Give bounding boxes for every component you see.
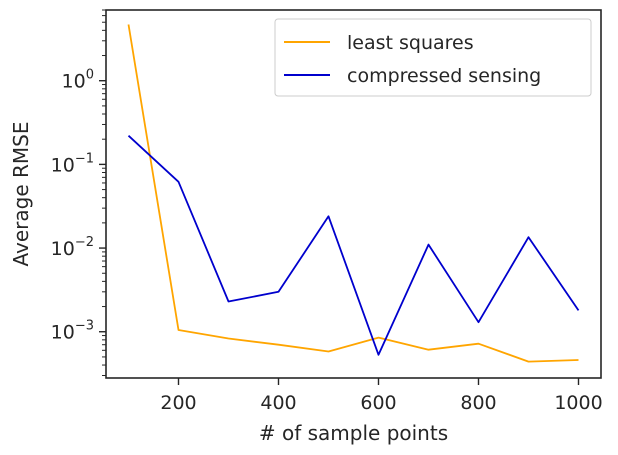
- x-tick-label: 1000: [554, 392, 602, 414]
- y-tick-base: 10: [62, 71, 86, 93]
- series-layer: [127, 24, 580, 363]
- x-axis-label: # of sample points: [259, 421, 448, 445]
- plot-frame: [105, 9, 602, 379]
- series-line-compressed-sensing: [127, 135, 580, 356]
- legend-box: [274, 18, 592, 97]
- x-tick-label: 400: [260, 392, 296, 414]
- y-tick-exponent: 0: [86, 68, 94, 83]
- y-tick-label: 10−1: [51, 151, 94, 176]
- x-axis-ticks: 200 400 600 800 1000: [160, 378, 603, 414]
- x-tick-label: 200: [160, 392, 196, 414]
- series-line-least-squares: [127, 24, 579, 363]
- y-tick-base: 10: [51, 238, 75, 260]
- y-tick-label: 10−2: [51, 235, 94, 260]
- y-axis-label: Average RMSE: [9, 122, 33, 267]
- legend-label-least-squares: least squares: [347, 32, 474, 54]
- y-tick-label: 10−3: [51, 319, 94, 344]
- y-tick-exponent: −1: [75, 151, 94, 166]
- y-tick-base: 10: [51, 322, 75, 344]
- y-tick-label: 100: [62, 68, 94, 93]
- legend: least squares compressed sensing: [274, 18, 592, 97]
- legend-label-compressed-sensing: compressed sensing: [347, 65, 541, 87]
- x-tick-label: 800: [460, 392, 496, 414]
- y-tick-base: 10: [51, 154, 75, 176]
- y-tick-exponent: −3: [75, 319, 94, 334]
- y-tick-exponent: −2: [75, 235, 94, 250]
- x-tick-label: 600: [360, 392, 396, 414]
